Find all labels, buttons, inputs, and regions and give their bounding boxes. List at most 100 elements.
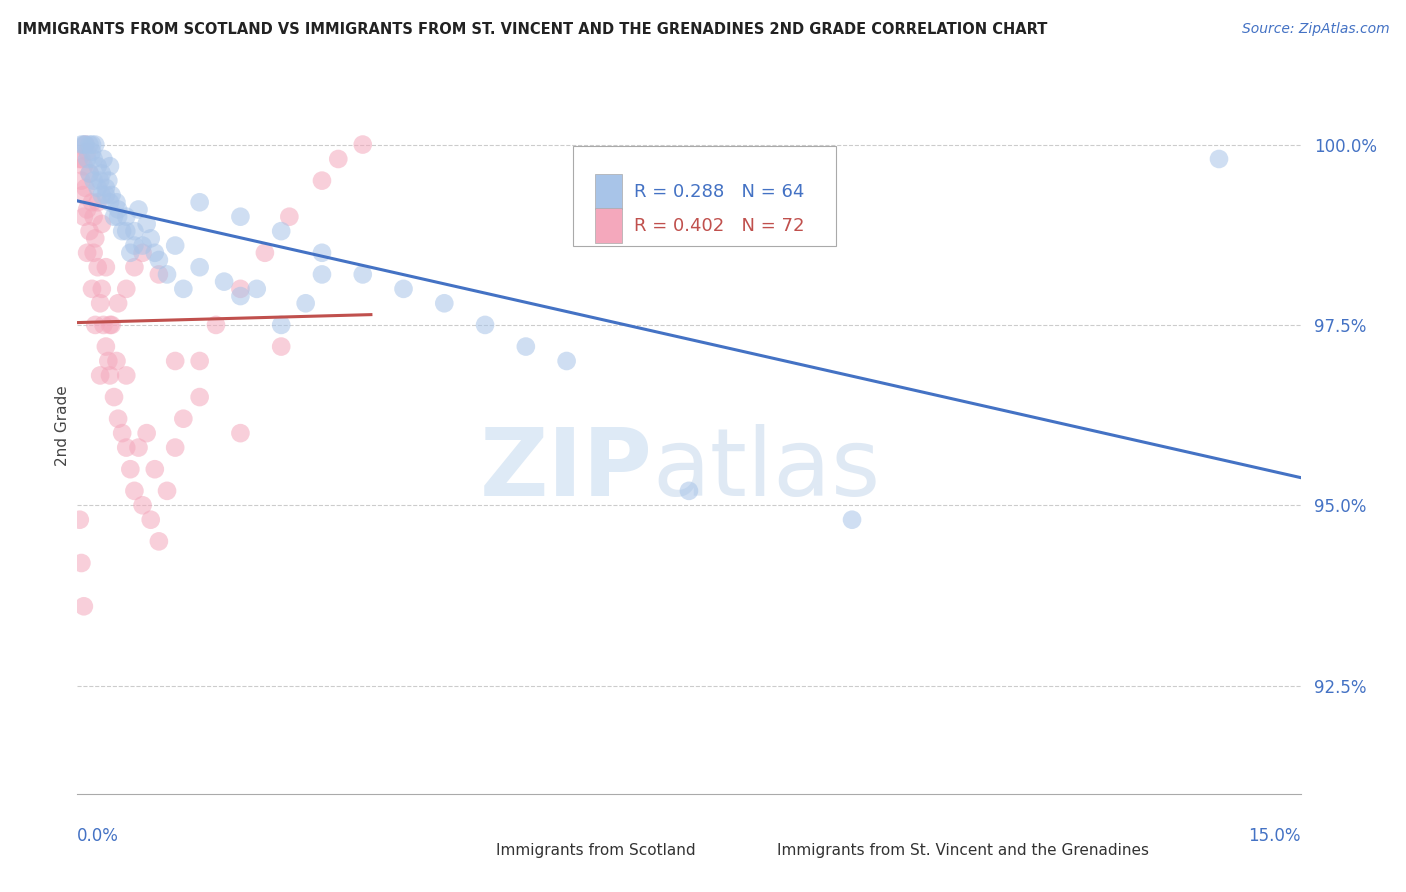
Point [515, 340, 537, 354]
Point [229, 426, 252, 441]
Point [70, 173, 93, 187]
Point [98, 159, 121, 173]
Point [120, 462, 142, 476]
Point [270, 340, 292, 354]
Point [148, 252, 170, 267]
Point [72, 188, 94, 202]
Point [84, 231, 107, 245]
Y-axis label: 2nd Grade: 2nd Grade [55, 385, 70, 467]
Point [100, 188, 122, 202]
Point [229, 289, 252, 303]
Point [1208, 152, 1230, 166]
Point [70, 152, 93, 166]
Point [80, 282, 103, 296]
Point [105, 354, 128, 368]
Point [111, 426, 134, 441]
Point [127, 202, 149, 217]
Point [67, 152, 90, 166]
Point [127, 441, 149, 455]
Point [94, 260, 117, 275]
Point [135, 426, 157, 441]
Point [433, 296, 456, 310]
Point [278, 210, 301, 224]
Text: 15.0%: 15.0% [1249, 827, 1301, 845]
Point [84, 318, 107, 332]
Point [73, 159, 96, 173]
Point [79, 137, 101, 152]
Point [70, 556, 93, 570]
Point [80, 195, 103, 210]
Point [143, 245, 166, 260]
Point [115, 441, 138, 455]
Point [143, 462, 166, 476]
Point [212, 275, 235, 289]
Point [555, 354, 578, 368]
Point [94, 340, 117, 354]
Point [79, 166, 101, 180]
Point [115, 368, 138, 383]
Point [131, 498, 153, 512]
Point [124, 238, 146, 252]
Point [79, 166, 101, 180]
Point [156, 483, 179, 498]
Point [229, 282, 252, 296]
Point [90, 282, 112, 296]
Point [270, 224, 292, 238]
Point [294, 296, 316, 310]
Point [474, 318, 496, 332]
Point [94, 181, 117, 195]
Point [76, 145, 98, 159]
Point [148, 268, 170, 282]
Point [115, 224, 138, 238]
Point [98, 195, 121, 210]
Point [76, 202, 98, 217]
Point [111, 224, 134, 238]
Point [328, 152, 350, 166]
Point [75, 181, 97, 195]
Point [188, 195, 211, 210]
Point [270, 318, 292, 332]
Point [73, 210, 96, 224]
Point [75, 137, 97, 152]
Point [311, 245, 333, 260]
Point [392, 282, 415, 296]
Point [107, 296, 129, 310]
Text: Immigrants from St. Vincent and the Grenadines: Immigrants from St. Vincent and the Gren… [778, 843, 1149, 858]
Point [352, 268, 374, 282]
Point [188, 390, 211, 404]
Point [89, 173, 111, 187]
Text: R = 0.288   N = 64: R = 0.288 N = 64 [634, 183, 804, 201]
Point [246, 282, 269, 296]
Point [73, 137, 96, 152]
Point [93, 152, 115, 166]
Point [172, 282, 194, 296]
Point [103, 390, 125, 404]
Point [229, 210, 252, 224]
Point [83, 152, 105, 166]
Text: R = 0.402   N = 72: R = 0.402 N = 72 [634, 217, 804, 235]
Point [188, 354, 211, 368]
Point [120, 245, 142, 260]
Point [87, 195, 110, 210]
Point [115, 282, 138, 296]
FancyBboxPatch shape [595, 174, 621, 210]
Point [76, 152, 98, 166]
Point [131, 245, 153, 260]
Point [124, 260, 146, 275]
Point [69, 513, 91, 527]
Text: IMMIGRANTS FROM SCOTLAND VS IMMIGRANTS FROM ST. VINCENT AND THE GRENADINES 2ND G: IMMIGRANTS FROM SCOTLAND VS IMMIGRANTS F… [17, 22, 1047, 37]
Point [90, 188, 112, 202]
Point [311, 173, 333, 187]
Point [139, 231, 162, 245]
FancyBboxPatch shape [468, 838, 491, 863]
Point [205, 318, 228, 332]
Text: Immigrants from Scotland: Immigrants from Scotland [496, 843, 696, 858]
Point [139, 513, 162, 527]
Point [76, 245, 98, 260]
FancyBboxPatch shape [595, 208, 621, 244]
Point [87, 159, 110, 173]
Point [107, 210, 129, 224]
Point [135, 217, 157, 231]
Point [841, 513, 863, 527]
Point [80, 137, 103, 152]
